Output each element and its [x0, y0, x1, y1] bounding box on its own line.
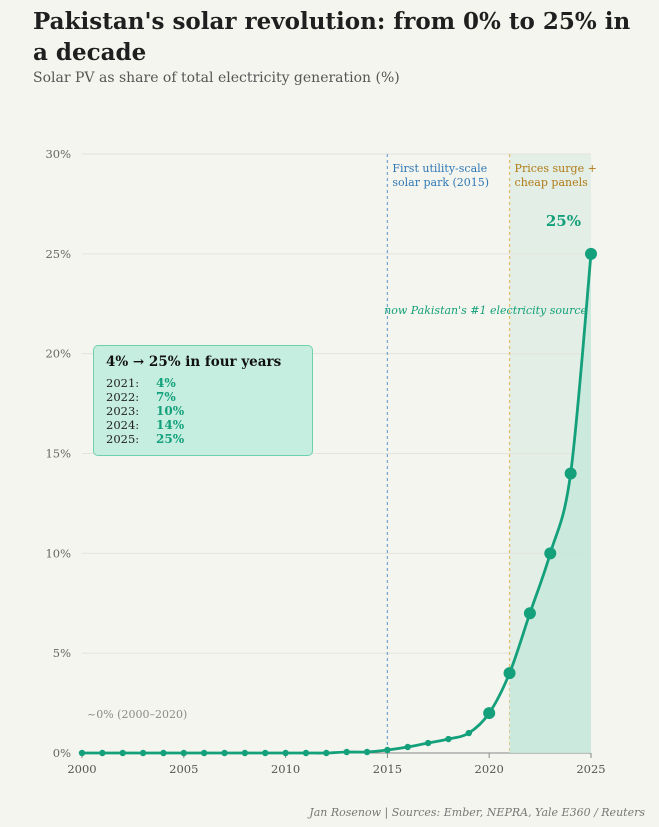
data-point [405, 744, 411, 750]
summary-value: 14% [156, 418, 184, 432]
summary-value: 7% [156, 390, 176, 404]
data-point [221, 750, 227, 756]
data-point [79, 750, 85, 756]
y-tick-label: 5% [53, 646, 71, 660]
utility-park-annotation: First utility-scale [392, 162, 487, 175]
leadership-note: now Pakistan's #1 electricity source [384, 304, 587, 317]
data-point [364, 749, 370, 755]
data-point [425, 740, 431, 746]
data-point [99, 750, 105, 756]
data-point [585, 248, 597, 260]
data-point [242, 750, 248, 756]
end-value-label: 25% [546, 212, 581, 230]
data-point [384, 747, 390, 753]
utility-park-annotation: solar park (2015) [392, 176, 489, 189]
summary-year: 2023: [106, 404, 156, 418]
x-tick-label: 2010 [271, 762, 300, 776]
summary-row: 2025: 25% [106, 432, 300, 446]
prices-surge-annotation: cheap panels [515, 176, 589, 189]
summary-value: 10% [156, 404, 184, 418]
x-tick-label: 2025 [576, 762, 605, 776]
baseline-note: ~0% (2000–2020) [87, 708, 187, 721]
summary-box: 4% → 25% in four years 2021: 4% 2022: 7% 2… [93, 345, 313, 456]
y-tick-label: 25% [45, 247, 71, 261]
data-point [303, 750, 309, 756]
y-tick-label: 10% [45, 546, 71, 560]
data-point [323, 750, 329, 756]
data-point [343, 749, 349, 755]
x-tick-label: 2020 [475, 762, 504, 776]
summary-heading: 4% → 25% in four years [106, 354, 300, 370]
y-tick-label: 30% [45, 147, 71, 161]
prices-surge-annotation: Prices surge + [515, 162, 597, 175]
summary-year: 2022: [106, 390, 156, 404]
data-point [504, 667, 516, 679]
data-point [201, 750, 207, 756]
data-point [160, 750, 166, 756]
summary-value: 4% [156, 376, 176, 390]
y-tick-label: 0% [53, 746, 71, 760]
summary-row: 2024: 14% [106, 418, 300, 432]
summary-row: 2023: 10% [106, 404, 300, 418]
summary-year: 2024: [106, 418, 156, 432]
data-point [466, 730, 472, 736]
summary-year: 2025: [106, 432, 156, 446]
data-point [445, 736, 451, 742]
data-point [544, 547, 556, 559]
summary-value: 25% [156, 432, 184, 446]
data-point [181, 750, 187, 756]
y-tick-label: 20% [45, 347, 71, 361]
data-point [483, 707, 495, 719]
data-point [565, 467, 577, 479]
data-point [524, 607, 536, 619]
x-tick-label: 2015 [373, 762, 402, 776]
x-tick-label: 2000 [67, 762, 96, 776]
x-tick-label: 2005 [169, 762, 198, 776]
data-point [140, 750, 146, 756]
summary-row: 2022: 7% [106, 390, 300, 404]
summary-row: 2021: 4% [106, 376, 300, 390]
data-point [120, 750, 126, 756]
source-footer: Jan Rosenow | Sources: Ember, NEPRA, Yal… [309, 806, 645, 819]
y-tick-label: 15% [45, 447, 71, 461]
summary-year: 2021: [106, 376, 156, 390]
data-point [262, 750, 268, 756]
data-point [282, 750, 288, 756]
